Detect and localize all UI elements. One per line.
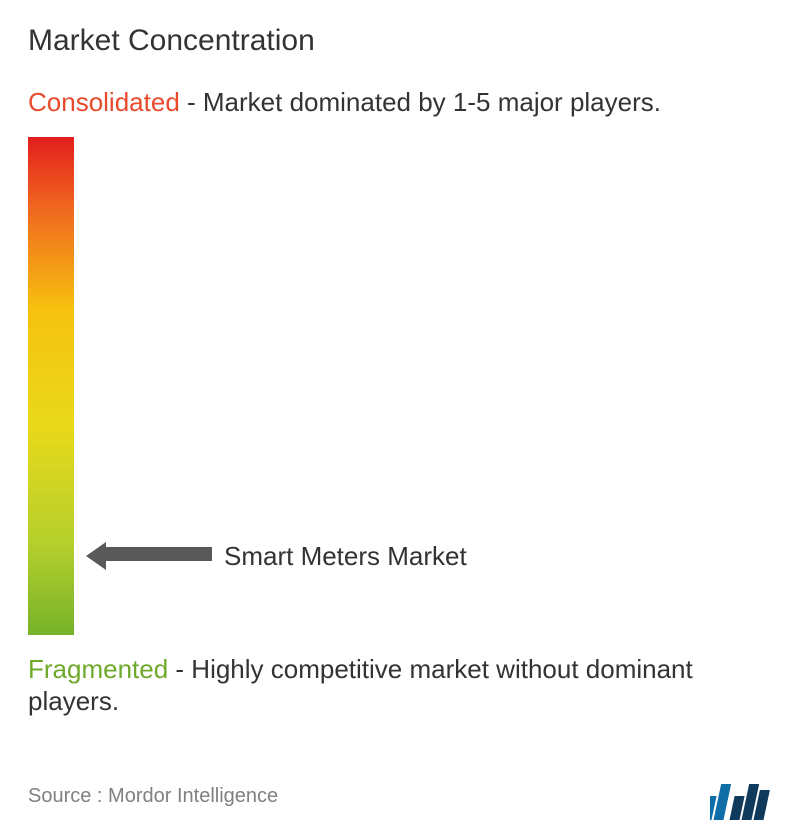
fragmented-sep: - (168, 654, 191, 684)
page-title: Market Concentration (28, 24, 768, 58)
market-position-marker: Smart Meters Market (106, 541, 467, 572)
fragmented-legend: Fragmented - Highly competitive market w… (28, 653, 768, 718)
mi-logo-icon (710, 780, 774, 820)
marker-label: Smart Meters Market (224, 541, 467, 572)
arrow-shaft (106, 547, 212, 561)
fragmented-key: Fragmented (28, 654, 168, 684)
source-name: Mordor Intelligence (108, 785, 278, 807)
source-attribution: Source : Mordor Intelligence (28, 785, 278, 808)
concentration-spectrum-bar (28, 137, 74, 635)
source-prefix: Source : (28, 785, 108, 807)
arrow-head (86, 542, 106, 570)
consolidated-sep: - (180, 87, 203, 117)
spectrum-area: Smart Meters Market (28, 137, 768, 635)
infographic-root: Market Concentration Consolidated - Mark… (0, 0, 796, 834)
consolidated-key: Consolidated (28, 87, 180, 117)
consolidated-desc: Market dominated by 1-5 major players. (203, 87, 661, 117)
consolidated-legend: Consolidated - Market dominated by 1-5 m… (28, 86, 768, 119)
arrow-left-icon (106, 547, 212, 566)
